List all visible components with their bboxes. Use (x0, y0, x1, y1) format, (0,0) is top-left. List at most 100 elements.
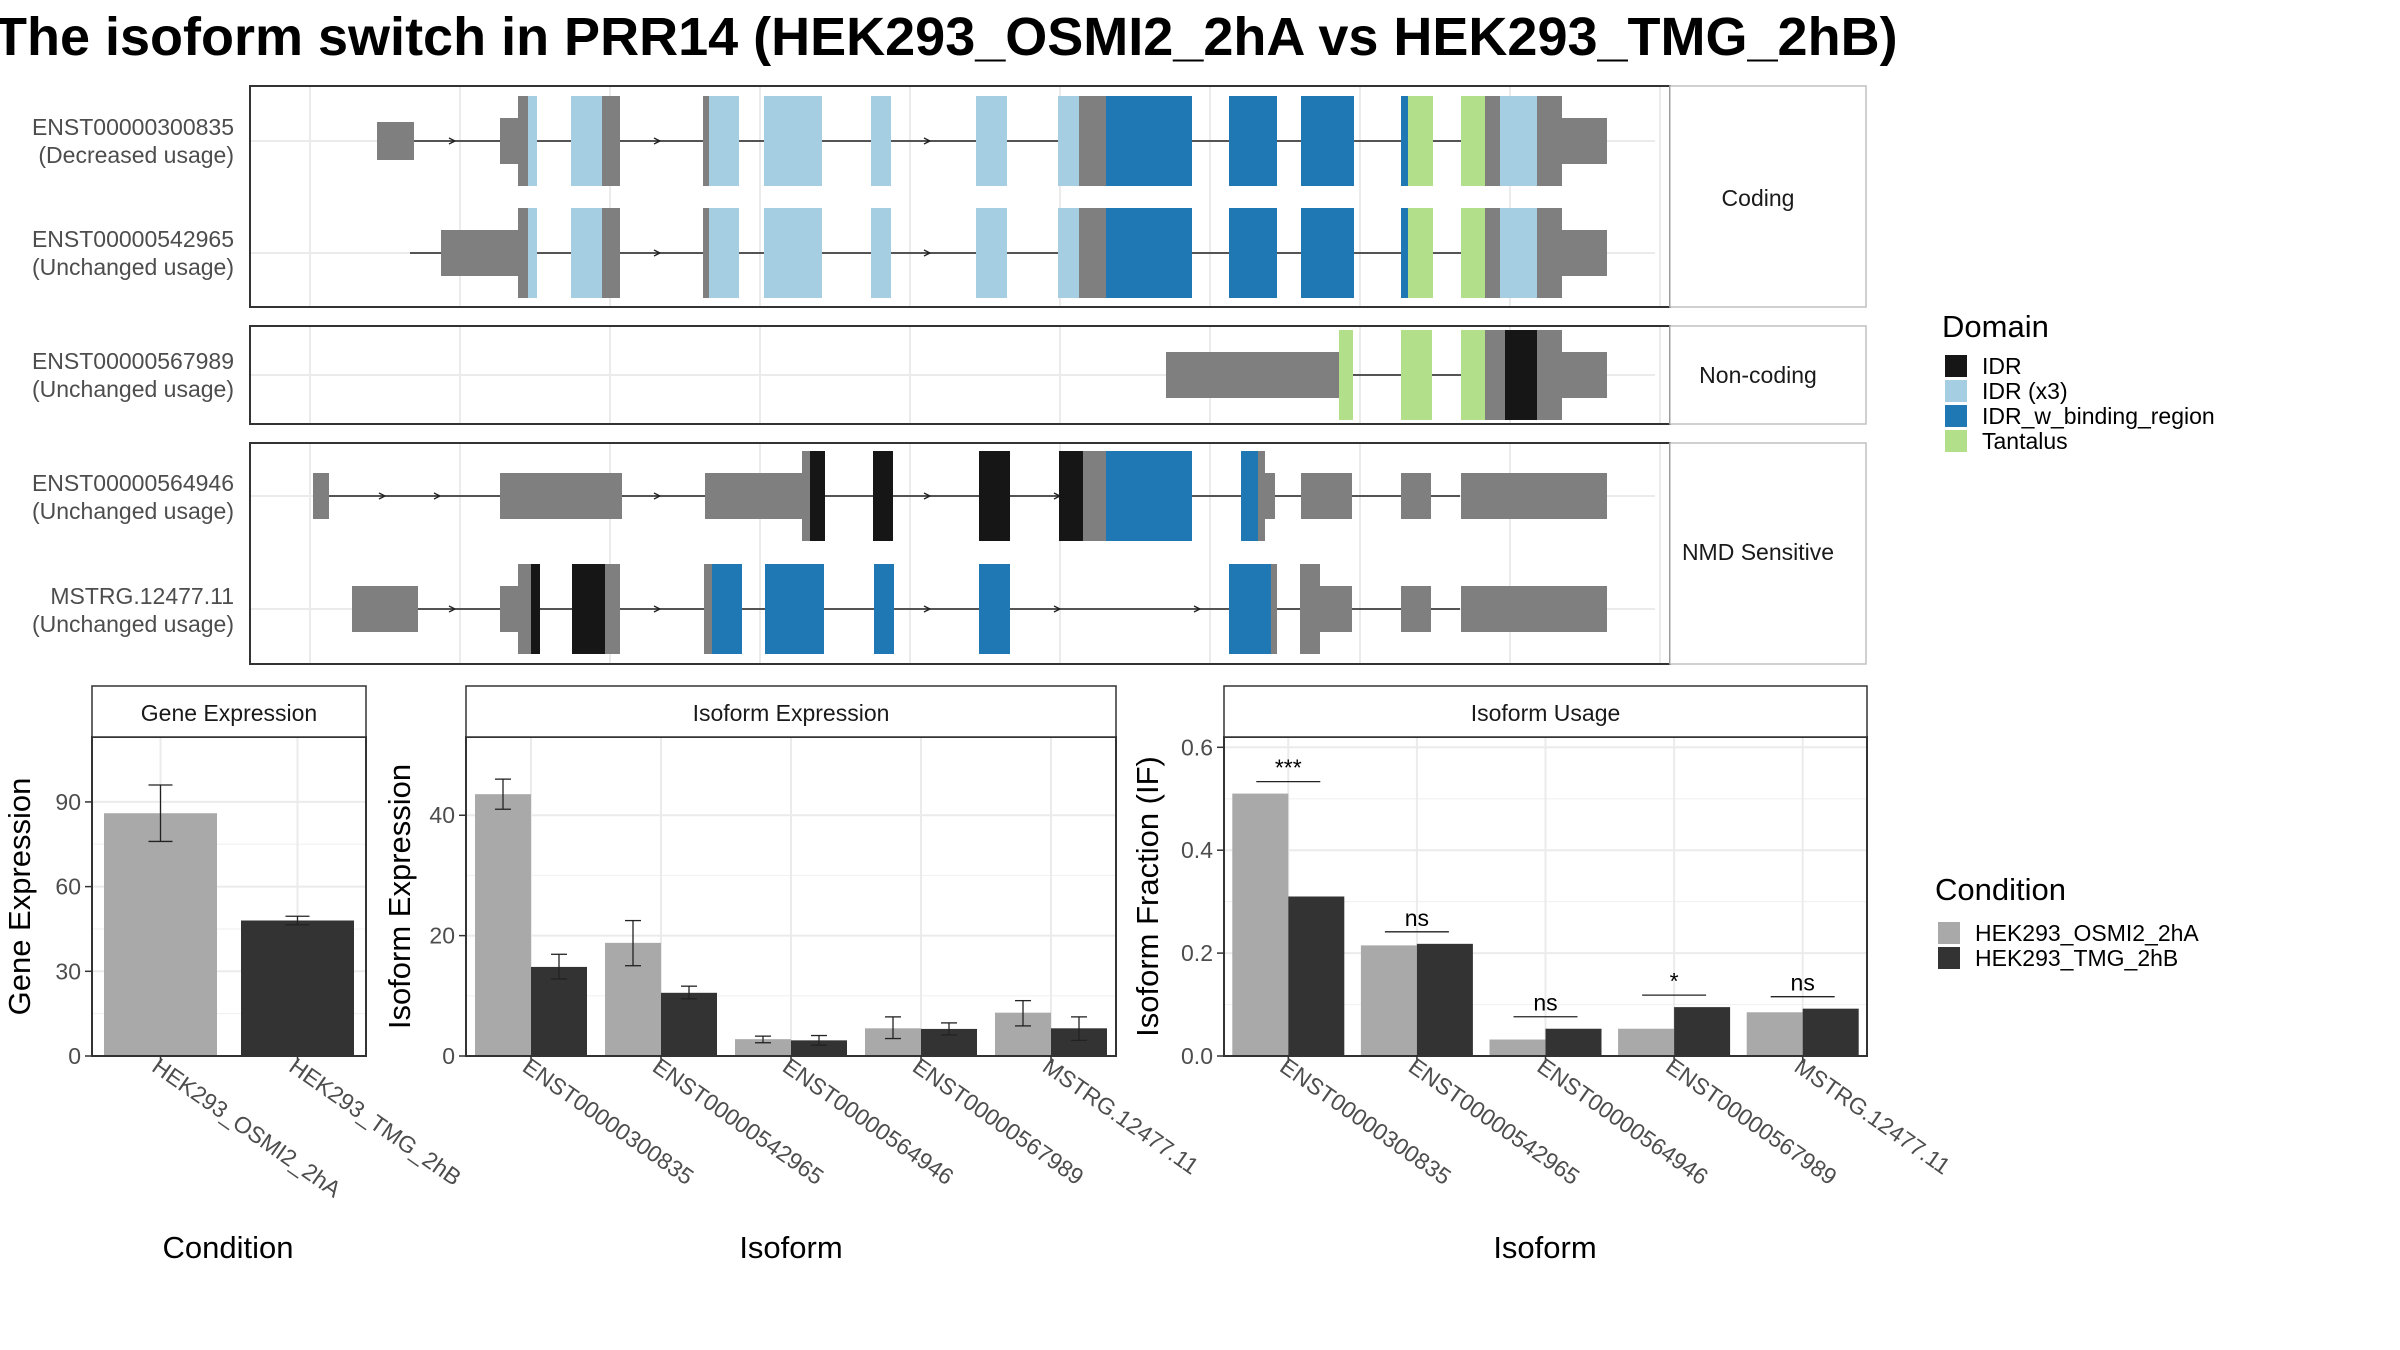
bar (1674, 1007, 1731, 1056)
utr-segment (1265, 473, 1275, 519)
significance-label: * (1670, 968, 1679, 994)
legend-key (1945, 430, 1967, 452)
bar (1232, 793, 1289, 1056)
bar (1489, 1039, 1546, 1056)
legend-label: IDR (x3) (1982, 378, 2068, 404)
legend-label: Tantalus (1982, 428, 2068, 454)
utr-segment (352, 586, 418, 632)
panel-strip (465, 685, 1117, 738)
domain-idr-binding (1241, 451, 1258, 541)
domain-idr-binding (1401, 208, 1408, 298)
exon-segment (1083, 451, 1106, 541)
domain-idr-x3 (528, 208, 537, 298)
structure-content (313, 96, 1607, 654)
significance-label: ns (1533, 990, 1557, 1016)
y-axis-title: Isoform Expression (382, 764, 417, 1029)
significance-label: ns (1791, 970, 1815, 996)
y-tick-label: 0.2 (1181, 940, 1213, 966)
legend-key (1938, 947, 1960, 969)
legend-key (1945, 380, 1967, 402)
intron-arrow (653, 249, 662, 257)
figure-title: The isoform switch in PRR14 (HEK293_OSMI… (0, 7, 1898, 67)
domain-idr-x3 (1500, 208, 1537, 298)
domain-idr-binding (712, 564, 742, 654)
transcript-labels: ENST00000300835 (Decreased usage) ENST00… (32, 114, 234, 637)
domain-idr (1505, 330, 1537, 420)
utr-segment (1401, 586, 1431, 632)
exon-segment (518, 208, 528, 298)
transcript-usage: (Unchanged usage) (32, 254, 234, 280)
domain-idr-binding (979, 564, 1010, 654)
x-axis-title: Isoform (1493, 1230, 1596, 1265)
exon-segment (602, 208, 620, 298)
exon-segment (1537, 208, 1562, 298)
bar (1618, 1028, 1675, 1056)
bar (1802, 1008, 1859, 1056)
utr-segment (1461, 586, 1607, 632)
transcript-structure-panel: Coding Non-coding NMD Sensitive ENST0000… (32, 85, 1867, 665)
transcript-usage: (Unchanged usage) (32, 376, 234, 402)
domain-idr-binding (1106, 451, 1192, 541)
intron-arrow (923, 492, 932, 500)
group-label-noncoding: Non-coding (1699, 362, 1817, 388)
intron-arrow (653, 492, 662, 500)
domain-idr-x3 (571, 208, 602, 298)
domain-idr (1059, 451, 1083, 541)
domain-tantalus (1339, 330, 1353, 420)
legend-label: HEK293_TMG_2hB (1975, 945, 2178, 971)
significance-label: *** (1275, 755, 1302, 781)
structure-panel-border (249, 442, 1671, 665)
y-tick-label: 0 (68, 1043, 81, 1069)
exon-segment (1537, 330, 1562, 420)
domain-legend-title: Domain (1942, 309, 2049, 344)
exon-segment (518, 96, 528, 186)
domain-tantalus (1461, 208, 1485, 298)
intron-arrow (1053, 605, 1062, 613)
utr-segment (1562, 230, 1607, 276)
exon-segment (605, 564, 620, 654)
y-axis-title: Gene Expression (2, 778, 37, 1016)
domain-tantalus (1408, 96, 1433, 186)
bar (531, 966, 587, 1056)
transcript-id: MSTRG.12477.11 (50, 583, 234, 609)
intron-arrow (923, 605, 932, 613)
domain-idr-x3 (571, 96, 602, 186)
structure-group-strips: Coding Non-coding NMD Sensitive (1682, 185, 1834, 565)
utr-segment (1166, 352, 1339, 398)
bar (791, 1040, 847, 1056)
domain-tantalus (1401, 330, 1432, 420)
bar (241, 920, 354, 1056)
domain-idr-x3 (1058, 208, 1079, 298)
exon-segment (1079, 96, 1106, 186)
group-strip (1669, 85, 1867, 308)
exon-segment (1271, 564, 1277, 654)
domain-idr-x3 (528, 96, 537, 186)
exon-segment (703, 96, 709, 186)
exon-segment (1485, 96, 1500, 186)
utr-segment (705, 473, 806, 519)
intron-arrow (923, 249, 932, 257)
exon-segment (1300, 564, 1320, 654)
domain-idr-binding (1229, 208, 1277, 298)
domain-idr-x3 (976, 96, 1007, 186)
domain-tantalus (1461, 330, 1485, 420)
intron-arrow (653, 605, 662, 613)
domain-idr-x3 (871, 208, 891, 298)
y-tick-label: 0 (442, 1043, 455, 1069)
panel-title: Gene Expression (141, 700, 317, 726)
y-tick-label: 60 (55, 874, 81, 900)
domain-idr-x3 (709, 208, 739, 298)
significance-label: ns (1405, 905, 1429, 931)
utr-segment (313, 473, 329, 519)
intron-arrow (923, 137, 932, 145)
group-label-coding: Coding (1722, 185, 1795, 211)
domain-idr-binding (765, 564, 824, 654)
legend-key (1945, 355, 1967, 377)
bar (1288, 896, 1345, 1056)
bar (1416, 943, 1473, 1056)
domain-idr (810, 451, 825, 541)
y-tick-label: 30 (55, 958, 81, 984)
domain-idr-x3 (764, 208, 822, 298)
y-tick-label: 20 (429, 923, 455, 949)
domain-idr-x3 (709, 96, 739, 186)
